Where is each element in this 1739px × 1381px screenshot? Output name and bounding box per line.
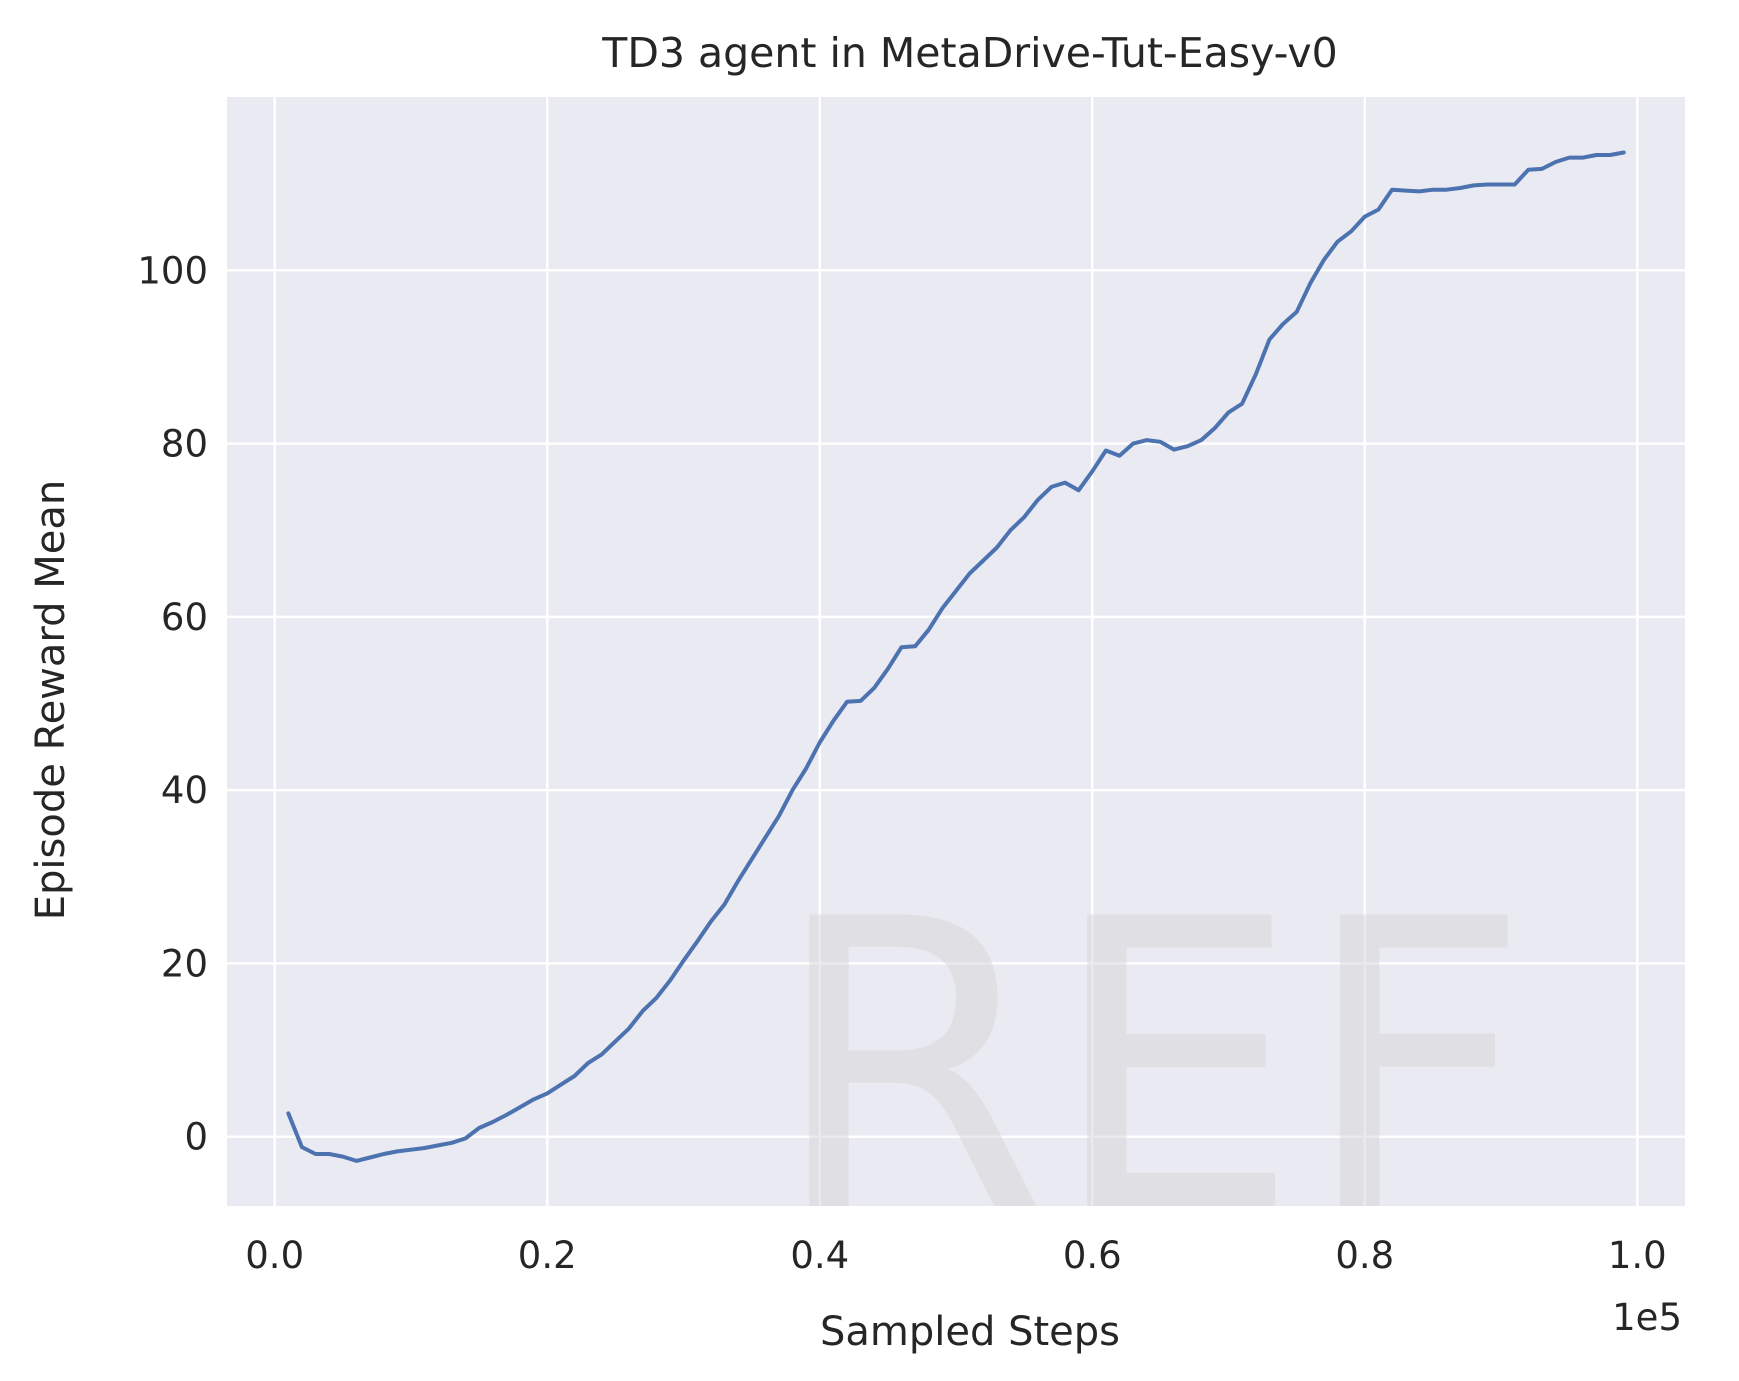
y-axis-label: Episode Reward Mean [28,480,74,920]
x-tick-label: 0.0 [245,1234,304,1277]
y-tick-labels: 0 20 40 60 80 100 [137,249,208,1158]
x-tick-label: 1.0 [1608,1234,1667,1277]
y-tick-label: 60 [161,596,208,639]
series-lines [286,150,1626,1163]
y-tick-label: 0 [184,1116,208,1159]
x-offset-label: 1e5 [1612,1296,1682,1339]
y-tick-label: 100 [137,249,208,292]
x-axis-label: Sampled Steps [820,1309,1120,1355]
x-tick-label: 0.6 [1063,1234,1122,1277]
watermark: REF [770,836,1531,1301]
x-tick-label: 0.2 [518,1234,577,1277]
y-tick-label: 80 [161,423,208,466]
series-line [286,150,1626,1163]
x-tick-labels: 0.0 0.2 0.4 0.6 0.8 1.0 [245,1234,1666,1277]
x-tick-label: 0.4 [790,1234,849,1277]
y-tick-label: 40 [161,769,208,812]
plot-area-background [227,97,1685,1206]
x-gridlines [273,97,1639,1206]
y-tick-label: 20 [161,942,208,985]
x-tick-label: 0.8 [1335,1234,1394,1277]
chart-title: TD3 agent in MetaDrive-Tut-Easy-v0 [601,29,1337,77]
